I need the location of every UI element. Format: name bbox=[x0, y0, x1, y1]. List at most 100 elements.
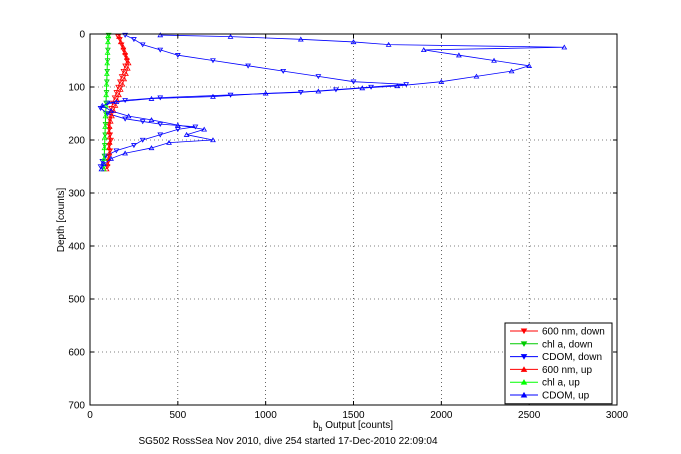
data-point bbox=[473, 73, 480, 79]
data-point bbox=[105, 39, 111, 45]
legend-entry-label: 600 nm, up bbox=[542, 365, 592, 376]
data-point bbox=[103, 81, 110, 87]
data-point bbox=[102, 153, 109, 159]
data-point bbox=[109, 113, 115, 119]
data-point bbox=[491, 57, 497, 63]
legend-swatch-marker bbox=[520, 379, 528, 385]
series-2 bbox=[97, 32, 410, 170]
data-point bbox=[192, 124, 199, 130]
legend-entry-label: chl a, down bbox=[542, 339, 593, 350]
data-point bbox=[157, 132, 164, 138]
legend-swatch-marker bbox=[520, 341, 528, 347]
data-point bbox=[561, 44, 568, 50]
data-point bbox=[111, 95, 118, 101]
data-point bbox=[315, 74, 322, 80]
data-point bbox=[113, 90, 120, 96]
x-axis-label: bb Output [counts] bbox=[313, 420, 393, 433]
data-point bbox=[102, 113, 109, 119]
data-point bbox=[116, 37, 123, 43]
data-point bbox=[104, 161, 111, 167]
data-point bbox=[359, 85, 366, 91]
legend-entry-label: chl a, up bbox=[542, 378, 580, 389]
data-point bbox=[103, 166, 110, 172]
data-point bbox=[526, 63, 533, 68]
data-point bbox=[297, 36, 304, 42]
legend-swatch-marker bbox=[520, 391, 528, 398]
data-point bbox=[106, 116, 113, 122]
data-point bbox=[124, 65, 131, 71]
legend-swatch-marker bbox=[520, 354, 528, 360]
data-point bbox=[103, 92, 110, 98]
data-point bbox=[201, 126, 208, 132]
data-point bbox=[280, 68, 287, 74]
x-tick-label: 0 bbox=[87, 410, 93, 421]
data-point bbox=[99, 102, 106, 108]
y-tick-label: 200 bbox=[68, 136, 85, 147]
data-point bbox=[101, 134, 108, 140]
y-tick-label: 100 bbox=[68, 83, 85, 94]
x-tick-label: 2000 bbox=[430, 410, 453, 421]
data-point bbox=[115, 84, 122, 90]
data-point bbox=[101, 155, 107, 161]
data-point bbox=[119, 81, 126, 87]
data-point bbox=[139, 42, 146, 48]
y-tick-label: 600 bbox=[68, 348, 85, 359]
data-point bbox=[112, 102, 119, 108]
legend-box bbox=[504, 322, 613, 405]
data-point bbox=[385, 41, 392, 47]
data-point bbox=[403, 82, 410, 88]
data-point bbox=[315, 88, 322, 94]
y-axis-ticks: 0 100 200 300 400 500 600 700 bbox=[68, 30, 617, 412]
x-axis-ticks: 0 500 1000 1500 2000 2500 3000 bbox=[87, 34, 629, 421]
data-point bbox=[113, 99, 120, 104]
data-point bbox=[227, 33, 234, 39]
data-point bbox=[104, 111, 111, 117]
data-point bbox=[420, 47, 427, 53]
data-point bbox=[106, 150, 113, 156]
data-point bbox=[104, 100, 111, 106]
data-point bbox=[116, 79, 123, 85]
data-point bbox=[107, 118, 114, 124]
data-point bbox=[108, 155, 114, 161]
data-point bbox=[108, 108, 114, 114]
data-point bbox=[148, 117, 155, 123]
x-tick-label: 2500 bbox=[518, 410, 541, 421]
data-point bbox=[157, 47, 164, 53]
data-point bbox=[106, 134, 113, 140]
series-4 bbox=[100, 32, 112, 172]
data-point bbox=[106, 139, 113, 145]
data-point bbox=[105, 32, 112, 38]
data-point bbox=[131, 37, 137, 43]
legend-entry-label: 600 nm, down bbox=[542, 327, 605, 338]
data-point bbox=[98, 166, 105, 172]
data-point bbox=[166, 139, 172, 145]
legend-swatch-marker bbox=[520, 328, 528, 335]
data-point bbox=[174, 127, 181, 133]
series-line bbox=[101, 34, 565, 170]
data-point bbox=[120, 44, 127, 50]
y-tick-label: 0 bbox=[79, 30, 85, 41]
y-tick-label: 700 bbox=[68, 401, 85, 412]
data-point bbox=[103, 70, 110, 76]
y-tick-label: 500 bbox=[68, 295, 85, 306]
data-point bbox=[116, 92, 122, 98]
data-point bbox=[122, 49, 129, 55]
data-point bbox=[148, 95, 155, 101]
data-point bbox=[101, 161, 107, 167]
data-point bbox=[183, 131, 190, 137]
data-point bbox=[102, 123, 109, 129]
data-point bbox=[106, 129, 112, 135]
series-3 bbox=[103, 33, 132, 172]
x-axis-label-b: b bbox=[313, 420, 319, 431]
x-tick-label: 1000 bbox=[255, 410, 278, 421]
data-point bbox=[123, 55, 130, 61]
data-point bbox=[97, 164, 104, 170]
y-tick-label: 300 bbox=[68, 189, 85, 200]
data-point bbox=[125, 60, 132, 66]
data-point bbox=[210, 93, 216, 99]
data-point bbox=[121, 76, 128, 82]
data-point bbox=[122, 63, 129, 69]
data-point bbox=[174, 53, 181, 58]
y-tick-label: 400 bbox=[68, 242, 85, 253]
